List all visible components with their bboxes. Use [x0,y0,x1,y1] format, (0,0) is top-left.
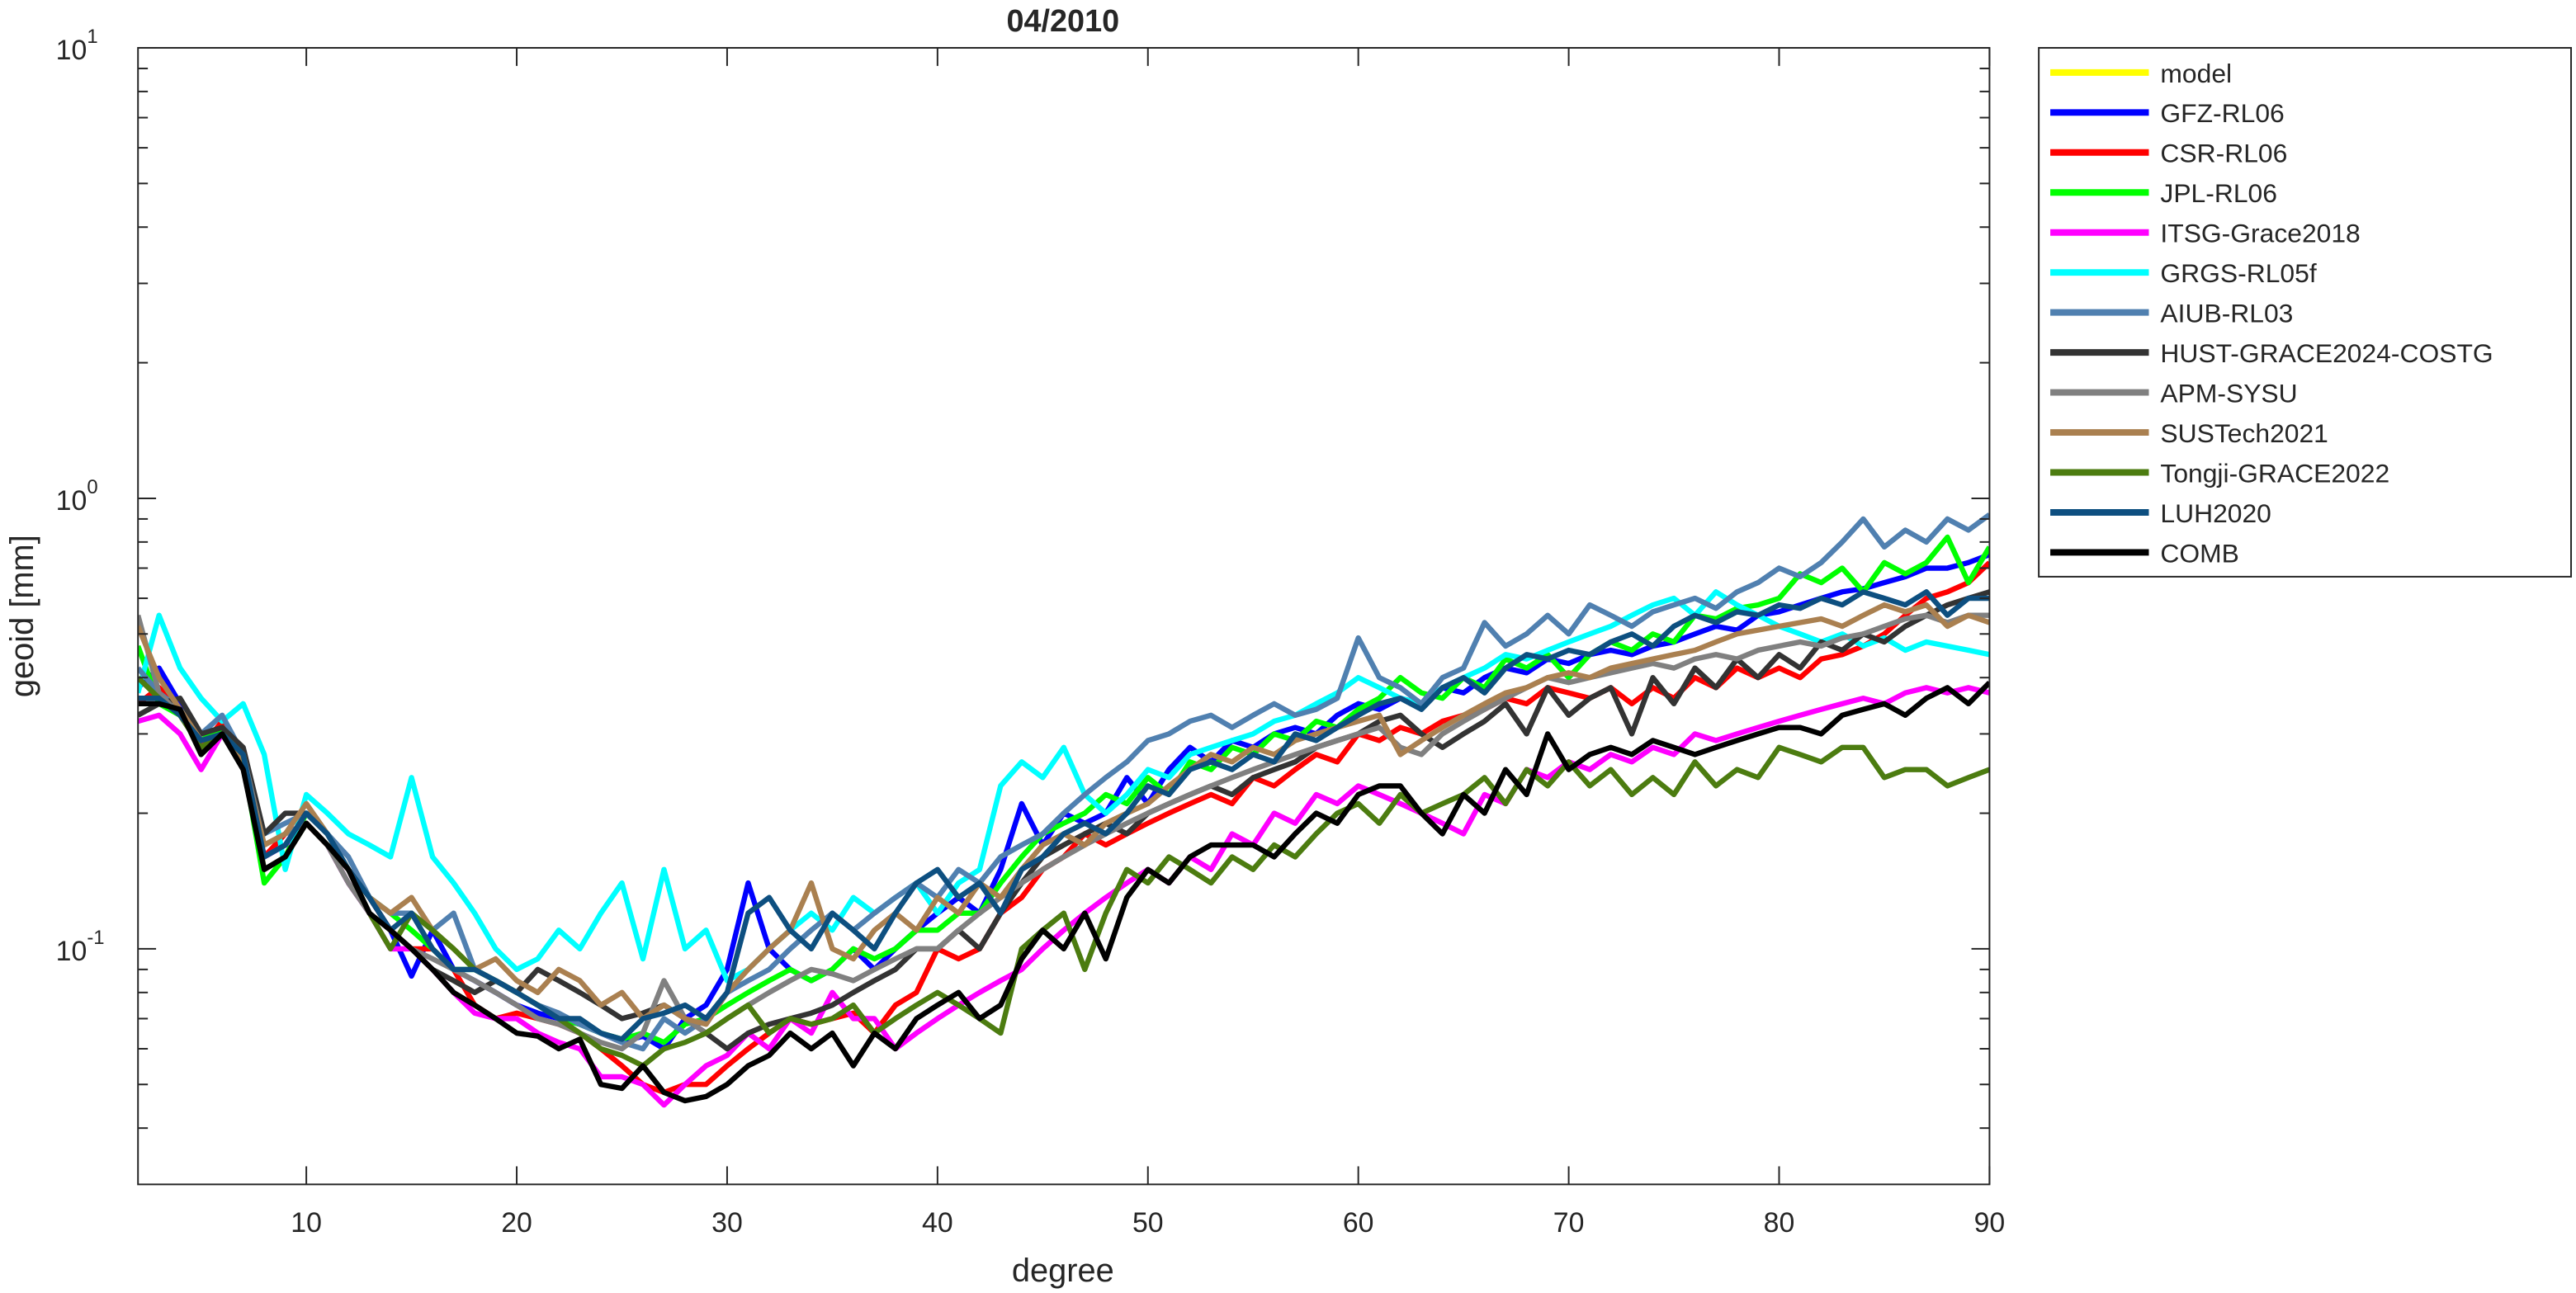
legend-label: SUSTech2021 [2160,418,2328,448]
x-axis-label: degree [1012,1253,1114,1289]
legend-label: APM-SYSU [2160,379,2297,408]
legend-label: GFZ-RL06 [2160,98,2284,128]
x-tick-label: 10 [291,1207,322,1239]
series-line [138,589,1990,1042]
y-tick-base: 10 [56,485,87,517]
y-tick-exponent: 0 [87,476,97,498]
x-tick-label: 20 [501,1207,532,1239]
legend-label: LUH2020 [2160,498,2271,528]
legend-label: JPL-RL06 [2160,178,2277,208]
legend-label: GRGS-RL05f [2160,258,2316,288]
x-tick-label: 60 [1343,1207,1374,1239]
plot-area [138,47,1990,1185]
series-line [138,589,1990,1052]
x-tick-label: 30 [711,1207,743,1239]
legend-label: AIUB-RL03 [2160,299,2293,328]
y-tick-exponent: 1 [87,26,97,48]
y-tick-label: 100 [56,476,98,517]
legend-label: model [2160,59,2232,88]
legend: model GFZ-RL06 CSR-RL06 JPL-RL06 ITSG-Grace2… [2038,46,2573,578]
y-tick-label: 101 [56,26,98,66]
y-tick-base: 10 [56,936,87,967]
series-line [138,512,1990,1052]
x-tick-label: 40 [922,1207,953,1239]
legend-label: Tongji-GRACE2022 [2160,458,2389,488]
y-axis-label: geoid [mm] [4,535,40,697]
y-tick-base: 10 [56,35,87,66]
y-tick-exponent: -1 [87,927,104,949]
axes-frame [137,46,1991,1186]
x-tick-label: 80 [1764,1207,1795,1239]
legend-label: COMB [2160,538,2239,568]
series-line [138,675,1990,1069]
legend-label: HUST-GRACE2024-COSTG [2160,338,2493,368]
legend-label: CSR-RL06 [2160,139,2287,168]
legend-label: ITSG-Grace2018 [2160,219,2360,248]
chart-title: 04/2010 [1006,4,1119,39]
series-line [138,680,1990,1104]
x-tick-label: 70 [1553,1207,1585,1239]
lines [138,512,1990,1108]
x-tick-label: 50 [1132,1207,1164,1239]
y-tick-label: 10-1 [56,927,105,967]
x-tick-label: 90 [1974,1207,2006,1239]
